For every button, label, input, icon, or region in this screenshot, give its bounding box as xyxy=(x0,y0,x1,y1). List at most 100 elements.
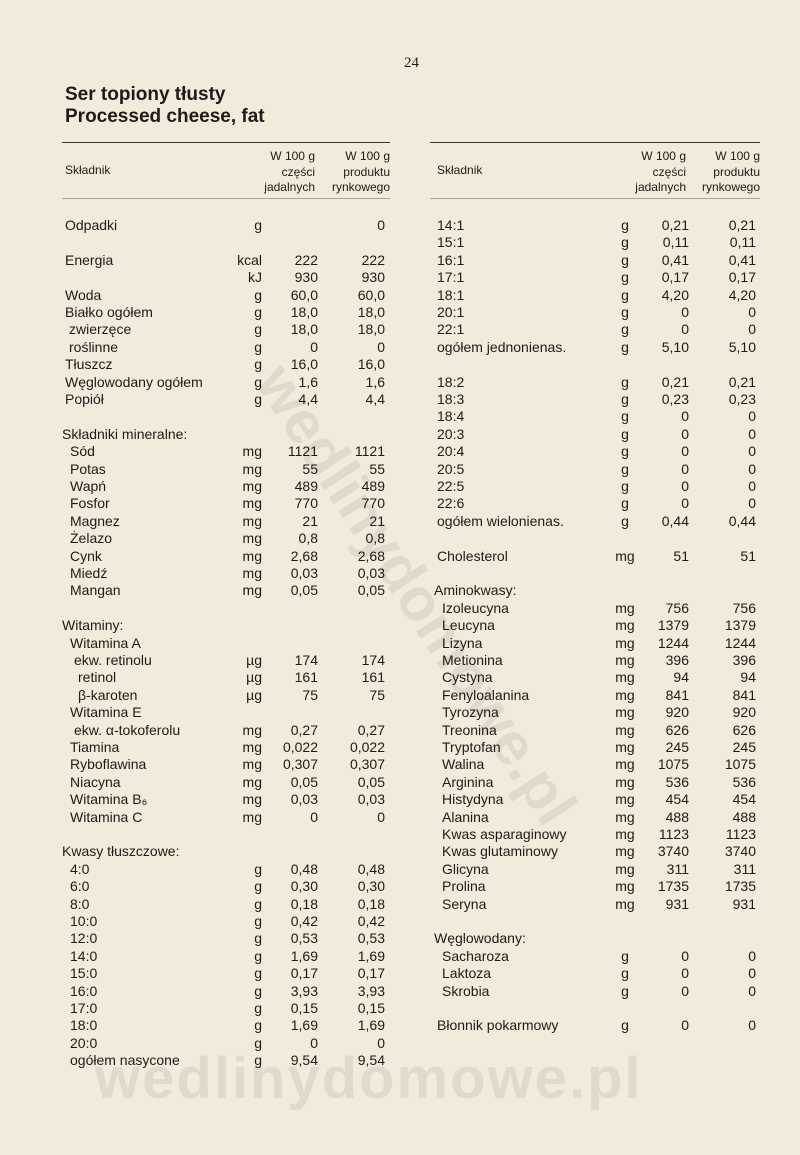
row-label: Skrobia xyxy=(442,982,490,999)
unit: mg xyxy=(242,739,262,755)
value-edible: 0,44 xyxy=(661,512,689,529)
value-market: 0,17 xyxy=(357,965,385,982)
row-label: Witamina A xyxy=(70,634,141,651)
page-number: 24 xyxy=(404,55,419,71)
value-market: 489 xyxy=(361,478,385,494)
value-market: 9,54 xyxy=(357,1052,385,1069)
value-edible: 0 xyxy=(681,1017,689,1034)
value-edible: 0,23 xyxy=(661,391,689,407)
value-market: 55 xyxy=(369,460,385,477)
row-label: Białko ogółem xyxy=(65,304,153,320)
value-edible: 0,15 xyxy=(290,1000,318,1016)
rule xyxy=(62,142,390,143)
unit: g xyxy=(621,965,629,982)
value-market: 21 xyxy=(369,512,385,529)
unit: g xyxy=(254,1017,262,1034)
value-edible: 0,18 xyxy=(290,895,318,912)
value-edible: 222 xyxy=(294,251,318,268)
value-edible: 488 xyxy=(665,808,689,825)
unit: g xyxy=(254,947,262,964)
value-edible: 0,53 xyxy=(290,930,318,947)
row-label: Lizyna xyxy=(442,634,483,651)
unit: g xyxy=(254,982,262,999)
value-edible: 0 xyxy=(681,321,689,338)
value-market: 1121 xyxy=(354,443,385,460)
row-label: 15:1 xyxy=(437,234,465,251)
value-market: 0,18 xyxy=(357,895,385,912)
value-market: 756 xyxy=(732,599,756,616)
value-market: 0 xyxy=(748,425,756,442)
unit: mg xyxy=(615,721,635,738)
value-edible: 0,11 xyxy=(662,234,689,251)
value-market: 0,27 xyxy=(357,721,385,738)
row-label: 16:0 xyxy=(70,982,98,999)
value-market: 2,68 xyxy=(357,547,385,564)
unit: mg xyxy=(615,860,635,877)
value-market: 18,0 xyxy=(357,321,385,338)
value-market: 0 xyxy=(377,338,385,355)
unit: mg xyxy=(615,547,635,564)
watermark: wedlinydomowe.pl xyxy=(95,1046,643,1111)
unit: mg xyxy=(615,808,635,825)
value-edible: 16,0 xyxy=(290,356,318,373)
value-edible: 1,69 xyxy=(290,1017,318,1034)
value-edible: 0 xyxy=(310,1034,318,1051)
value-edible: 396 xyxy=(665,652,689,668)
value-market: 1,69 xyxy=(357,1017,385,1034)
column-header: W 100 g xyxy=(345,149,390,163)
unit: mg xyxy=(242,530,262,547)
row-label: Kwas glutaminowy xyxy=(442,843,558,860)
row-label: Fosfor xyxy=(70,495,110,512)
value-edible: 311 xyxy=(666,860,689,877)
row-label: Histydyna xyxy=(442,791,504,808)
unit: mg xyxy=(615,826,635,842)
value-market: 770 xyxy=(361,495,385,512)
value-market: 5,10 xyxy=(728,338,756,355)
unit: mg xyxy=(242,808,262,825)
row-label: ekw. α-tokoferolu xyxy=(74,721,181,738)
value-edible: 0 xyxy=(681,460,689,477)
value-market: 0,48 xyxy=(357,860,385,877)
row-label: 17:0 xyxy=(70,1000,98,1016)
column-header: rynkowego xyxy=(331,180,390,194)
title-en: Processed cheese, fat xyxy=(65,106,265,127)
unit: mg xyxy=(615,686,635,703)
value-market: 0 xyxy=(748,304,756,320)
unit: kcal xyxy=(237,251,262,268)
value-market: 0,17 xyxy=(728,269,756,286)
value-edible: 536 xyxy=(665,773,689,790)
row-label: Cystyna xyxy=(442,669,493,686)
unit: g xyxy=(621,512,629,529)
row-label: 12:0 xyxy=(70,930,98,947)
value-market: 0 xyxy=(748,947,756,964)
row-label: Wapń xyxy=(70,478,107,494)
value-edible: 9,54 xyxy=(290,1052,318,1069)
value-market: 841 xyxy=(732,686,756,703)
value-market: 75 xyxy=(369,686,385,703)
row-label: 20:5 xyxy=(437,460,465,477)
value-market: 0 xyxy=(377,217,385,233)
row-label: Cholesterol xyxy=(437,547,508,564)
unit: g xyxy=(254,1000,262,1016)
row-label: 22:6 xyxy=(437,495,465,512)
value-edible: 489 xyxy=(294,478,318,494)
unit: mg xyxy=(242,478,262,494)
row-label: roślinne xyxy=(69,338,119,355)
value-market: 60,0 xyxy=(357,286,385,303)
value-market: 0 xyxy=(748,321,756,338)
unit: mg xyxy=(615,895,635,912)
value-edible: 0,21 xyxy=(661,373,689,390)
unit: mg xyxy=(242,512,262,529)
value-edible: 626 xyxy=(665,721,689,738)
column-header: jadalnych xyxy=(635,180,686,194)
value-edible: 0,41 xyxy=(661,251,689,268)
unit: kJ xyxy=(248,269,262,286)
value-market: 0,11 xyxy=(729,234,756,251)
row-label: Tłuszcz xyxy=(65,356,113,373)
row-label: Potas xyxy=(70,460,106,477)
value-edible: 0,27 xyxy=(290,721,318,738)
row-label: Leucyna xyxy=(442,617,495,634)
value-market: 4,20 xyxy=(728,286,756,303)
unit: mg xyxy=(242,565,262,581)
